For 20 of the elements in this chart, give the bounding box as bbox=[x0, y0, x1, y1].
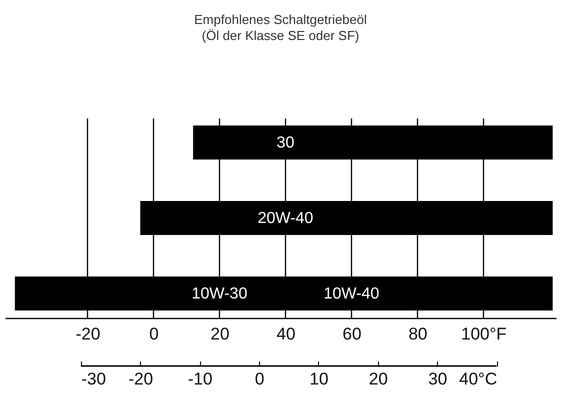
x-tick-label: 100°F bbox=[461, 324, 507, 344]
x2-tick-label: -10 bbox=[188, 370, 212, 388]
x-tick-label: 60 bbox=[342, 324, 362, 344]
x2-tick-label: -20 bbox=[128, 370, 154, 388]
x2-tick-label: 20 bbox=[368, 370, 388, 388]
x2-tick-label: 10 bbox=[309, 370, 328, 388]
x-tick-label: 40 bbox=[276, 324, 296, 344]
x2-tick-label: 0 bbox=[254, 370, 264, 388]
chart-subtitle: (Öl der Klasse SE oder SF) bbox=[202, 28, 360, 43]
x-tick-label: -20 bbox=[76, 324, 100, 344]
x2-tick-label: -30 bbox=[81, 370, 106, 388]
x2-tick-label: 40°C bbox=[459, 370, 498, 388]
chart-title: Empfohlenes Schaltgetriebeöl bbox=[194, 12, 367, 27]
annotation: 10W-40 bbox=[324, 285, 380, 302]
x-tick-label: 20 bbox=[210, 324, 230, 344]
annotation: 10W-30 bbox=[192, 285, 248, 302]
x-tick-label: 80 bbox=[408, 324, 428, 344]
x2-tick-label: 30 bbox=[428, 370, 448, 388]
x-tick-label: 0 bbox=[149, 324, 159, 344]
y-tick-label: 20W-40 bbox=[258, 210, 314, 227]
